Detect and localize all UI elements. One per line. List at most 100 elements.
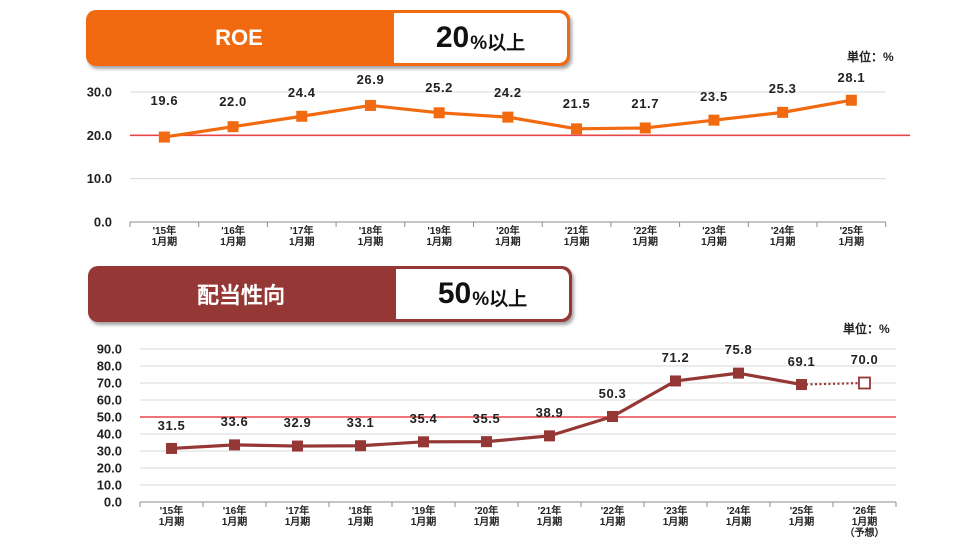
data-label: 19.6 <box>150 93 178 108</box>
x-tick-label: 1月期 <box>159 515 185 528</box>
data-label: 24.4 <box>288 85 316 100</box>
x-tick-label: 1月期 <box>285 515 311 528</box>
x-tick-label: '21年 <box>538 504 562 517</box>
x-tick-label: 1月期 <box>701 235 727 248</box>
data-point <box>845 94 857 106</box>
roe-target: 20 %以上 <box>394 13 567 63</box>
data-point <box>607 410 618 422</box>
payout-target-value: 50 <box>437 277 472 310</box>
data-label: 70.0 <box>851 352 879 367</box>
data-label: 28.1 <box>837 70 865 85</box>
x-tick-label: '18年 <box>359 224 383 237</box>
data-label: 75.8 <box>725 342 753 357</box>
x-tick-label: 1月期 <box>564 235 590 248</box>
data-label: 71.2 <box>662 350 690 365</box>
x-tick-label: '20年 <box>475 504 499 517</box>
roe-chart: 0.010.020.030.0'15年1月期'16年1月期'17年1月期'18年… <box>87 70 910 248</box>
roe-banner: ROE 20 %以上 <box>86 10 570 66</box>
x-tick-label: '17年 <box>286 504 310 517</box>
payout-banner: 配当性向 50 %以上 <box>88 266 572 322</box>
x-tick-label: 1月期 <box>839 235 865 248</box>
data-label: 50.3 <box>599 386 627 401</box>
data-label: 21.5 <box>563 96 591 111</box>
x-tick-label: '16年 <box>223 504 247 517</box>
x-tick-label: '19年 <box>412 504 436 517</box>
y-tick-label: 30.0 <box>97 444 122 459</box>
data-point <box>571 123 583 135</box>
data-point <box>544 430 555 442</box>
data-point <box>166 442 177 454</box>
x-tick-label: 1月期 <box>411 515 437 528</box>
data-label: 33.6 <box>221 414 249 429</box>
data-point <box>433 107 445 119</box>
y-tick-label: 10.0 <box>87 171 112 186</box>
data-label: 23.5 <box>700 89 728 104</box>
x-tick-label: 1月期 <box>852 515 878 528</box>
data-label: 32.9 <box>284 415 312 430</box>
x-tick-label: '15年 <box>160 504 184 517</box>
data-label: 22.0 <box>219 94 247 109</box>
x-tick-label: '25年 <box>840 224 864 237</box>
data-label: 69.1 <box>788 354 816 369</box>
roe-target-suffix: %以上 <box>470 32 526 54</box>
x-tick-label: 1月期 <box>537 515 563 528</box>
x-tick-label: '20年 <box>496 224 520 237</box>
x-tick-label: '24年 <box>727 504 751 517</box>
x-tick-label: '23年 <box>664 504 688 517</box>
data-point <box>481 436 492 448</box>
x-tick-label: '24年 <box>771 224 795 237</box>
data-point <box>708 114 720 126</box>
x-tick-label: 1月期 <box>348 515 374 528</box>
payout-banner-label: 配当性向 <box>196 283 285 308</box>
data-label: 38.9 <box>536 405 564 420</box>
y-tick-label: 50.0 <box>97 410 122 425</box>
data-label: 21.7 <box>631 96 659 111</box>
x-tick-label: （予想） <box>845 526 885 539</box>
roe-unit-label: 単位：% <box>847 50 894 64</box>
y-tick-label: 70.0 <box>97 376 122 391</box>
x-tick-label: '22年 <box>633 224 657 237</box>
data-point <box>670 375 681 387</box>
x-tick-label: 1月期 <box>474 515 500 528</box>
x-tick-label: '17年 <box>290 224 314 237</box>
y-tick-label: 20.0 <box>87 128 112 143</box>
y-tick-label: 60.0 <box>97 393 122 408</box>
data-point <box>418 436 429 448</box>
data-point <box>355 440 366 452</box>
x-tick-label: 1月期 <box>770 235 796 248</box>
y-tick-label: 90.0 <box>97 342 122 357</box>
data-label: 25.2 <box>425 80 453 95</box>
data-point <box>777 106 789 118</box>
data-point <box>296 110 308 122</box>
x-tick-label: 1月期 <box>426 235 452 248</box>
data-point <box>639 122 651 134</box>
forecast-line <box>801 381 865 386</box>
x-tick-label: 1月期 <box>495 235 521 248</box>
x-tick-label: 1月期 <box>222 515 248 528</box>
x-tick-label: 1月期 <box>358 235 384 248</box>
data-point <box>292 440 303 452</box>
y-tick-label: 10.0 <box>97 478 122 493</box>
y-tick-label: 0.0 <box>104 495 122 510</box>
x-tick-label: 1月期 <box>789 515 815 528</box>
data-point <box>364 99 376 111</box>
data-label: 35.4 <box>410 411 438 426</box>
y-tick-label: 40.0 <box>97 427 122 442</box>
data-label: 24.2 <box>494 85 522 100</box>
x-tick-label: '16年 <box>221 224 245 237</box>
data-label: 25.3 <box>769 81 797 96</box>
payout-target: 50 %以上 <box>396 269 569 319</box>
x-tick-label: 1月期 <box>726 515 752 528</box>
data-point <box>502 111 514 123</box>
y-tick-label: 30.0 <box>87 85 112 100</box>
x-tick-label: '21年 <box>565 224 589 237</box>
payout-target-suffix: %以上 <box>472 288 528 310</box>
data-label: 31.5 <box>158 418 186 433</box>
x-tick-label: '25年 <box>790 504 814 517</box>
data-point <box>229 439 240 451</box>
y-tick-label: 0.0 <box>94 215 112 230</box>
x-tick-label: '15年 <box>153 224 177 237</box>
x-tick-label: '18年 <box>349 504 373 517</box>
data-point <box>227 121 239 133</box>
